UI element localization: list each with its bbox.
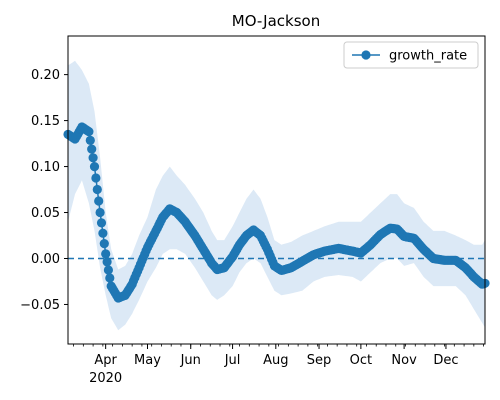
y-tick-label: 0.05 xyxy=(31,206,60,221)
confidence-band xyxy=(68,60,485,331)
x-tick-label: Sep xyxy=(307,353,332,368)
growth-rate-point xyxy=(92,184,102,195)
y-tick-label: −0.05 xyxy=(20,298,60,313)
growth-rate-point xyxy=(99,239,109,249)
growth-rate-point xyxy=(102,257,112,267)
chart-title: MO-Jackson xyxy=(232,12,320,30)
legend-box xyxy=(343,41,479,69)
x-tick-label: Jul xyxy=(224,353,241,368)
y-tick-label: 0.10 xyxy=(31,160,60,175)
growth-rate-point xyxy=(95,207,105,218)
y-tick-label: 0.15 xyxy=(31,114,60,129)
x-axis: Apr May Jun Jul Aug Sep Oct Nov Dec 2020 xyxy=(73,344,485,386)
x-tick-label: Aug xyxy=(263,353,288,368)
legend-label: growth_rate xyxy=(389,49,467,64)
x-tick-label: Dec xyxy=(433,353,458,368)
x-tick-label: Jun xyxy=(180,353,201,368)
series-layer xyxy=(63,122,490,303)
growth-rate-point xyxy=(101,249,111,259)
confidence-band-layer xyxy=(68,60,485,331)
legend-marker-swatch xyxy=(361,50,371,60)
legend: growth_rate xyxy=(343,41,479,69)
growth-rate-point xyxy=(94,196,104,206)
growth-rate-point xyxy=(88,153,98,163)
growth-rate-point xyxy=(105,273,115,283)
y-axis: −0.05 0.00 0.05 0.10 0.15 0.20 xyxy=(20,68,68,313)
y-tick-label: 0.00 xyxy=(31,252,60,267)
x-tick-label: Nov xyxy=(391,353,417,368)
growth-rate-point xyxy=(103,265,113,275)
plot-frame xyxy=(67,35,486,345)
growth-rate-point xyxy=(85,135,95,145)
y-tick-label: 0.20 xyxy=(31,68,60,83)
growth-rate-point xyxy=(84,127,94,137)
growth-rate-point xyxy=(89,162,100,172)
growth-rate-point xyxy=(96,218,107,228)
growth-rate-point xyxy=(98,228,108,238)
x-tick-label: Apr xyxy=(94,353,117,368)
x-tick-label: May xyxy=(134,353,161,368)
x-year-label: 2020 xyxy=(89,371,122,386)
growth-rate-point xyxy=(87,144,97,154)
x-tick-label: Oct xyxy=(350,353,372,368)
growth-rate-point xyxy=(91,173,101,183)
